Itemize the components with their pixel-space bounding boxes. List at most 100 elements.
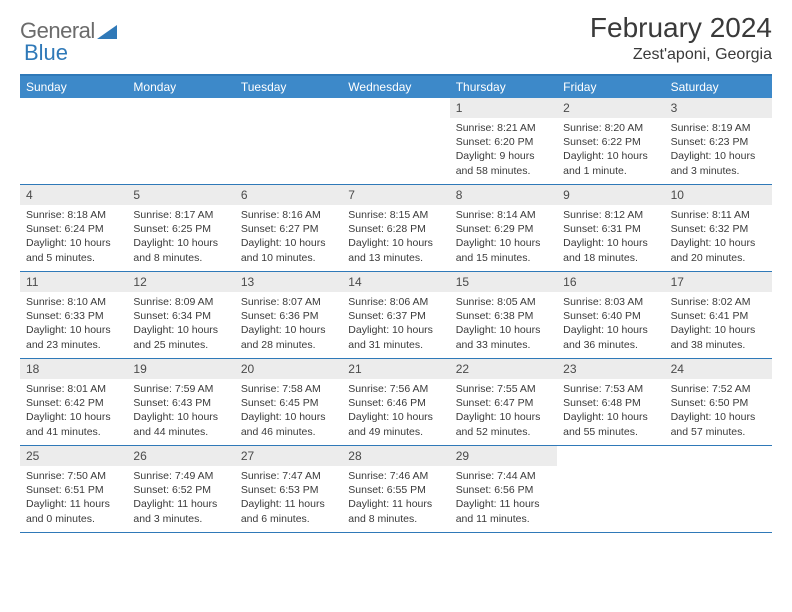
- day-cell: 14Sunrise: 8:06 AMSunset: 6:37 PMDayligh…: [342, 272, 449, 358]
- sunset-text: Sunset: 6:51 PM: [26, 483, 121, 497]
- sunrise-text: Sunrise: 8:18 AM: [26, 208, 121, 222]
- day-detail: Sunrise: 8:20 AMSunset: 6:22 PMDaylight:…: [557, 118, 664, 182]
- sunset-text: Sunset: 6:50 PM: [671, 396, 766, 410]
- day-cell: 24Sunrise: 7:52 AMSunset: 6:50 PMDayligh…: [665, 359, 772, 445]
- day-number: [127, 98, 234, 104]
- day-number: 8: [450, 185, 557, 205]
- sunset-text: Sunset: 6:56 PM: [456, 483, 551, 497]
- daylight-text: Daylight: 10 hours and 25 minutes.: [133, 323, 228, 351]
- sunset-text: Sunset: 6:55 PM: [348, 483, 443, 497]
- day-number: 4: [20, 185, 127, 205]
- daylight-text: Daylight: 10 hours and 57 minutes.: [671, 410, 766, 438]
- daylight-text: Daylight: 10 hours and 36 minutes.: [563, 323, 658, 351]
- sunset-text: Sunset: 6:20 PM: [456, 135, 551, 149]
- weekday-header: Thursday: [450, 76, 557, 98]
- daylight-text: Daylight: 10 hours and 44 minutes.: [133, 410, 228, 438]
- daylight-text: Daylight: 10 hours and 10 minutes.: [241, 236, 336, 264]
- day-detail: Sunrise: 8:02 AMSunset: 6:41 PMDaylight:…: [665, 292, 772, 356]
- weekday-header-row: Sunday Monday Tuesday Wednesday Thursday…: [20, 76, 772, 98]
- weeks-container: 1Sunrise: 8:21 AMSunset: 6:20 PMDaylight…: [20, 98, 772, 533]
- daylight-text: Daylight: 10 hours and 52 minutes.: [456, 410, 551, 438]
- day-detail: Sunrise: 8:09 AMSunset: 6:34 PMDaylight:…: [127, 292, 234, 356]
- sunrise-text: Sunrise: 8:11 AM: [671, 208, 766, 222]
- sunrise-text: Sunrise: 7:47 AM: [241, 469, 336, 483]
- sunrise-text: Sunrise: 8:06 AM: [348, 295, 443, 309]
- day-cell: 18Sunrise: 8:01 AMSunset: 6:42 PMDayligh…: [20, 359, 127, 445]
- daylight-text: Daylight: 10 hours and 46 minutes.: [241, 410, 336, 438]
- sunset-text: Sunset: 6:24 PM: [26, 222, 121, 236]
- sunrise-text: Sunrise: 8:20 AM: [563, 121, 658, 135]
- day-cell: 6Sunrise: 8:16 AMSunset: 6:27 PMDaylight…: [235, 185, 342, 271]
- day-detail: Sunrise: 8:06 AMSunset: 6:37 PMDaylight:…: [342, 292, 449, 356]
- weekday-header: Sunday: [20, 76, 127, 98]
- brand-triangle-icon: [97, 23, 117, 39]
- daylight-text: Daylight: 10 hours and 13 minutes.: [348, 236, 443, 264]
- brand-name-2: Blue: [24, 40, 68, 66]
- week-row: 1Sunrise: 8:21 AMSunset: 6:20 PMDaylight…: [20, 98, 772, 185]
- sunrise-text: Sunrise: 7:56 AM: [348, 382, 443, 396]
- sunset-text: Sunset: 6:43 PM: [133, 396, 228, 410]
- daylight-text: Daylight: 10 hours and 18 minutes.: [563, 236, 658, 264]
- day-cell: 27Sunrise: 7:47 AMSunset: 6:53 PMDayligh…: [235, 446, 342, 532]
- daylight-text: Daylight: 10 hours and 55 minutes.: [563, 410, 658, 438]
- sunrise-text: Sunrise: 8:17 AM: [133, 208, 228, 222]
- day-number: 19: [127, 359, 234, 379]
- day-number: 26: [127, 446, 234, 466]
- day-number: 22: [450, 359, 557, 379]
- day-number: 5: [127, 185, 234, 205]
- day-number: 24: [665, 359, 772, 379]
- sunrise-text: Sunrise: 7:44 AM: [456, 469, 551, 483]
- sunset-text: Sunset: 6:33 PM: [26, 309, 121, 323]
- day-cell: 29Sunrise: 7:44 AMSunset: 6:56 PMDayligh…: [450, 446, 557, 532]
- day-cell: 4Sunrise: 8:18 AMSunset: 6:24 PMDaylight…: [20, 185, 127, 271]
- sunset-text: Sunset: 6:31 PM: [563, 222, 658, 236]
- day-number: 29: [450, 446, 557, 466]
- day-detail: Sunrise: 8:07 AMSunset: 6:36 PMDaylight:…: [235, 292, 342, 356]
- sunrise-text: Sunrise: 8:14 AM: [456, 208, 551, 222]
- sunrise-text: Sunrise: 8:03 AM: [563, 295, 658, 309]
- week-row: 11Sunrise: 8:10 AMSunset: 6:33 PMDayligh…: [20, 272, 772, 359]
- day-cell: 2Sunrise: 8:20 AMSunset: 6:22 PMDaylight…: [557, 98, 664, 184]
- day-number: 20: [235, 359, 342, 379]
- day-detail: Sunrise: 8:14 AMSunset: 6:29 PMDaylight:…: [450, 205, 557, 269]
- sunrise-text: Sunrise: 7:53 AM: [563, 382, 658, 396]
- sunrise-text: Sunrise: 8:02 AM: [671, 295, 766, 309]
- day-detail: Sunrise: 8:15 AMSunset: 6:28 PMDaylight:…: [342, 205, 449, 269]
- day-cell: [235, 98, 342, 184]
- week-row: 25Sunrise: 7:50 AMSunset: 6:51 PMDayligh…: [20, 446, 772, 533]
- sunrise-text: Sunrise: 7:55 AM: [456, 382, 551, 396]
- sunrise-text: Sunrise: 7:46 AM: [348, 469, 443, 483]
- calendar-grid: Sunday Monday Tuesday Wednesday Thursday…: [20, 74, 772, 533]
- sunrise-text: Sunrise: 8:21 AM: [456, 121, 551, 135]
- daylight-text: Daylight: 11 hours and 8 minutes.: [348, 497, 443, 525]
- day-cell: 21Sunrise: 7:56 AMSunset: 6:46 PMDayligh…: [342, 359, 449, 445]
- day-detail: Sunrise: 7:47 AMSunset: 6:53 PMDaylight:…: [235, 466, 342, 530]
- sunrise-text: Sunrise: 8:09 AM: [133, 295, 228, 309]
- sunset-text: Sunset: 6:29 PM: [456, 222, 551, 236]
- weekday-header: Monday: [127, 76, 234, 98]
- day-cell: 7Sunrise: 8:15 AMSunset: 6:28 PMDaylight…: [342, 185, 449, 271]
- daylight-text: Daylight: 10 hours and 41 minutes.: [26, 410, 121, 438]
- day-detail: Sunrise: 8:05 AMSunset: 6:38 PMDaylight:…: [450, 292, 557, 356]
- weekday-header: Friday: [557, 76, 664, 98]
- day-detail: Sunrise: 7:52 AMSunset: 6:50 PMDaylight:…: [665, 379, 772, 443]
- daylight-text: Daylight: 11 hours and 0 minutes.: [26, 497, 121, 525]
- day-detail: Sunrise: 8:12 AMSunset: 6:31 PMDaylight:…: [557, 205, 664, 269]
- day-number: [665, 446, 772, 452]
- day-detail: Sunrise: 7:50 AMSunset: 6:51 PMDaylight:…: [20, 466, 127, 530]
- day-cell: 16Sunrise: 8:03 AMSunset: 6:40 PMDayligh…: [557, 272, 664, 358]
- daylight-text: Daylight: 10 hours and 49 minutes.: [348, 410, 443, 438]
- day-detail: Sunrise: 8:01 AMSunset: 6:42 PMDaylight:…: [20, 379, 127, 443]
- day-cell: 23Sunrise: 7:53 AMSunset: 6:48 PMDayligh…: [557, 359, 664, 445]
- day-detail: Sunrise: 7:49 AMSunset: 6:52 PMDaylight:…: [127, 466, 234, 530]
- day-number: [342, 98, 449, 104]
- sunrise-text: Sunrise: 8:10 AM: [26, 295, 121, 309]
- day-number: 7: [342, 185, 449, 205]
- day-cell: 22Sunrise: 7:55 AMSunset: 6:47 PMDayligh…: [450, 359, 557, 445]
- day-cell: [20, 98, 127, 184]
- day-cell: 1Sunrise: 8:21 AMSunset: 6:20 PMDaylight…: [450, 98, 557, 184]
- day-cell: 17Sunrise: 8:02 AMSunset: 6:41 PMDayligh…: [665, 272, 772, 358]
- sunrise-text: Sunrise: 8:05 AM: [456, 295, 551, 309]
- day-number: 12: [127, 272, 234, 292]
- sunset-text: Sunset: 6:37 PM: [348, 309, 443, 323]
